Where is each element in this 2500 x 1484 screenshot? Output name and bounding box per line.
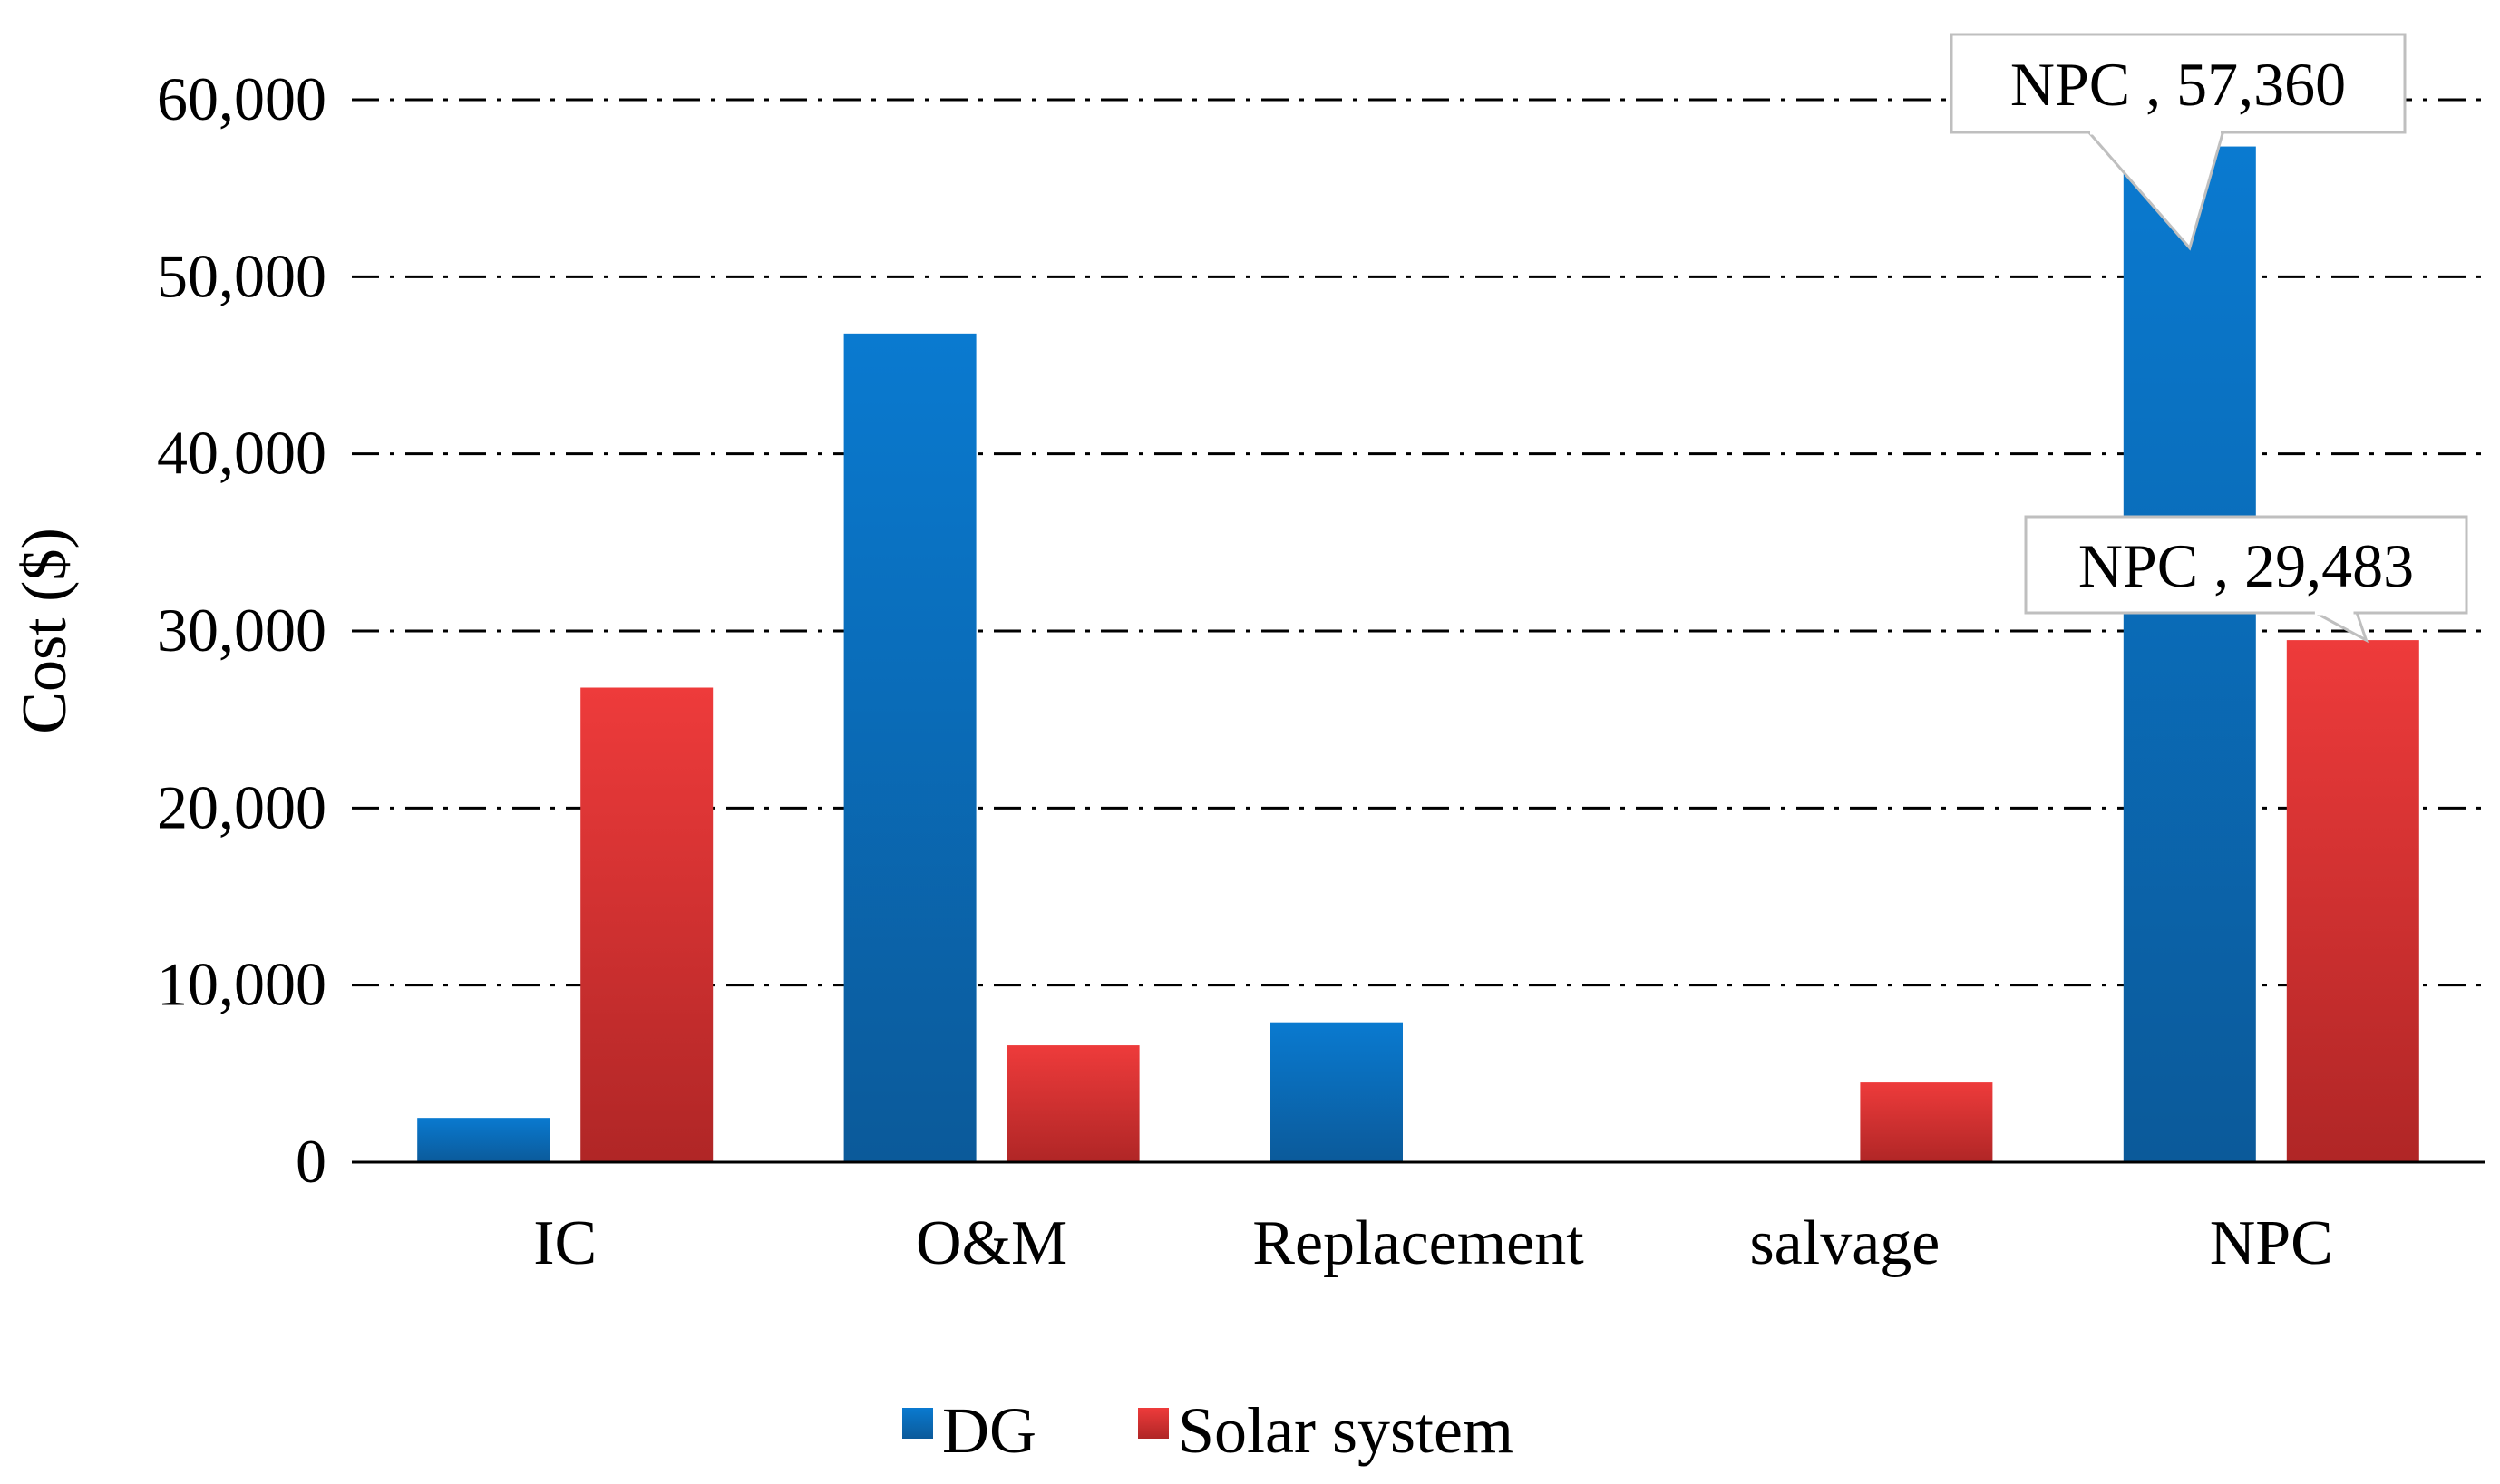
legend-swatch: [902, 1408, 933, 1439]
y-tick-label: 0: [296, 1127, 326, 1196]
bar-dg-replacement: [1270, 1022, 1403, 1162]
bars: [417, 146, 2419, 1163]
axes: 0 10,000 20,000 30,000 40,000 50,000 60,000 Cos…: [10, 64, 2485, 1278]
legend-label: Solar system: [1178, 1394, 1513, 1467]
legend-label: DG: [942, 1394, 1036, 1467]
callout-dg-npc: NPC , 57,360: [1950, 33, 2407, 251]
bar-solar-system-npc: [2286, 640, 2419, 1162]
x-tick-label: NPC: [2210, 1208, 2333, 1278]
y-tick-label: 60,000: [157, 64, 326, 133]
legend-item-solar-system: Solar system: [1138, 1394, 1513, 1467]
callout-label: NPC , 29,483: [2078, 531, 2414, 600]
y-axis-label: Cost ($): [10, 528, 80, 734]
x-tick-label: IC: [533, 1208, 597, 1278]
x-tick-label: Replacement: [1252, 1208, 1584, 1278]
callout-box: [2024, 515, 2468, 615]
y-tick-label: 50,000: [157, 241, 326, 310]
bar-solar-system-o-m: [1007, 1045, 1140, 1162]
bar-dg-ic: [417, 1118, 550, 1162]
data-callouts: NPC , 57,360 NPC , 29,483: [1950, 33, 2468, 644]
y-tick-label: 10,000: [157, 950, 326, 1019]
callout-label: NPC , 57,360: [2010, 50, 2346, 119]
legend-swatch: [1138, 1408, 1169, 1439]
bar-solar-system-salvage: [1860, 1082, 1993, 1162]
x-tick-label: salvage: [1749, 1208, 1940, 1278]
bar-dg-o-m: [843, 333, 977, 1163]
x-tick-label: O&M: [916, 1208, 1067, 1278]
bar-solar-system-ic: [580, 687, 714, 1162]
y-tick-label: 20,000: [157, 772, 326, 841]
bar-dg-npc: [2123, 146, 2256, 1162]
legend: DG Solar system: [902, 1394, 1513, 1467]
callout-pointer: [2311, 609, 2369, 644]
y-tick-label: 30,000: [157, 596, 326, 664]
legend-item-dg: DG: [902, 1394, 1036, 1467]
y-tick-label: 40,000: [157, 419, 326, 488]
callout-solar-npc: NPC , 29,483: [2024, 515, 2468, 644]
callout-box: [1950, 33, 2407, 134]
